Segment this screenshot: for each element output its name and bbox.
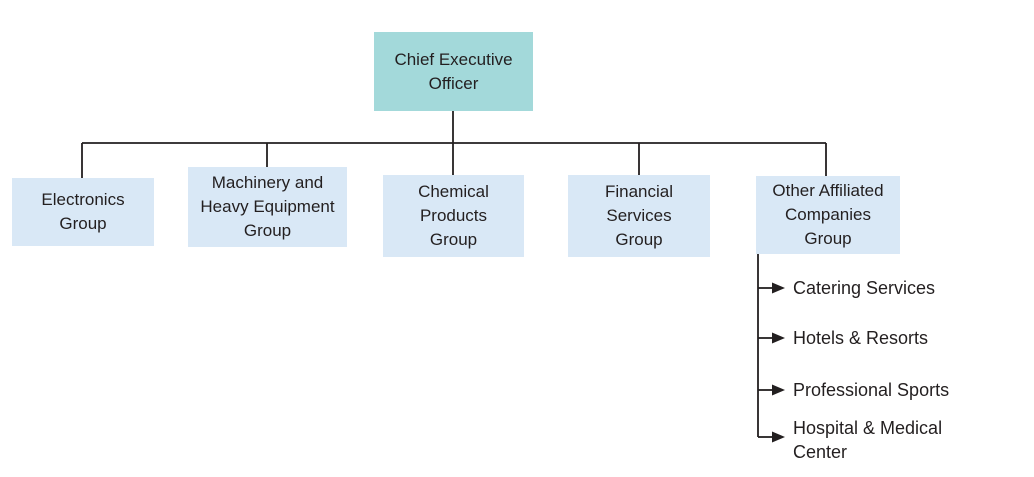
affiliate-item-hotels-resorts: Hotels & Resorts <box>793 328 929 348</box>
arrowhead-hotels-icon <box>772 332 785 344</box>
affiliate-item-professional-sports: Professional Sports <box>793 380 950 400</box>
org-node-chemical-group-label: Chemical Products Group <box>418 182 489 249</box>
org-node-financial-group: Financial Services Group <box>568 175 710 257</box>
arrowhead-hospital-icon <box>772 431 785 443</box>
org-node-other-affiliated-group-label: Other Affiliated Companies Group <box>772 181 884 248</box>
arrowheads <box>772 282 785 443</box>
affiliate-item-hospital-medical-center: Hospital & Medical Center <box>793 418 943 462</box>
org-node-chemical-group: Chemical Products Group <box>383 175 524 257</box>
affiliate-item-catering-services: Catering Services <box>793 278 936 298</box>
arrowhead-sports-icon <box>772 384 785 396</box>
org-node-other-affiliated-group: Other Affiliated Companies Group <box>756 176 900 254</box>
org-node-machinery-group: Machinery and Heavy Equipment Group <box>188 167 347 247</box>
org-node-ceo-label: Chief Executive Officer <box>394 49 513 93</box>
org-node-financial-group-label: Financial Services Group <box>604 182 674 249</box>
org-node-electronics-group: Electronics Group <box>12 178 154 246</box>
org-node-ceo: Chief Executive Officer <box>374 32 533 111</box>
tree-connectors <box>81 111 827 438</box>
arrowhead-catering-icon <box>772 282 785 294</box>
org-node-machinery-group-label: Machinery and Heavy Equipment Group <box>200 173 335 240</box>
org-node-electronics-group-label: Electronics Group <box>41 190 125 233</box>
